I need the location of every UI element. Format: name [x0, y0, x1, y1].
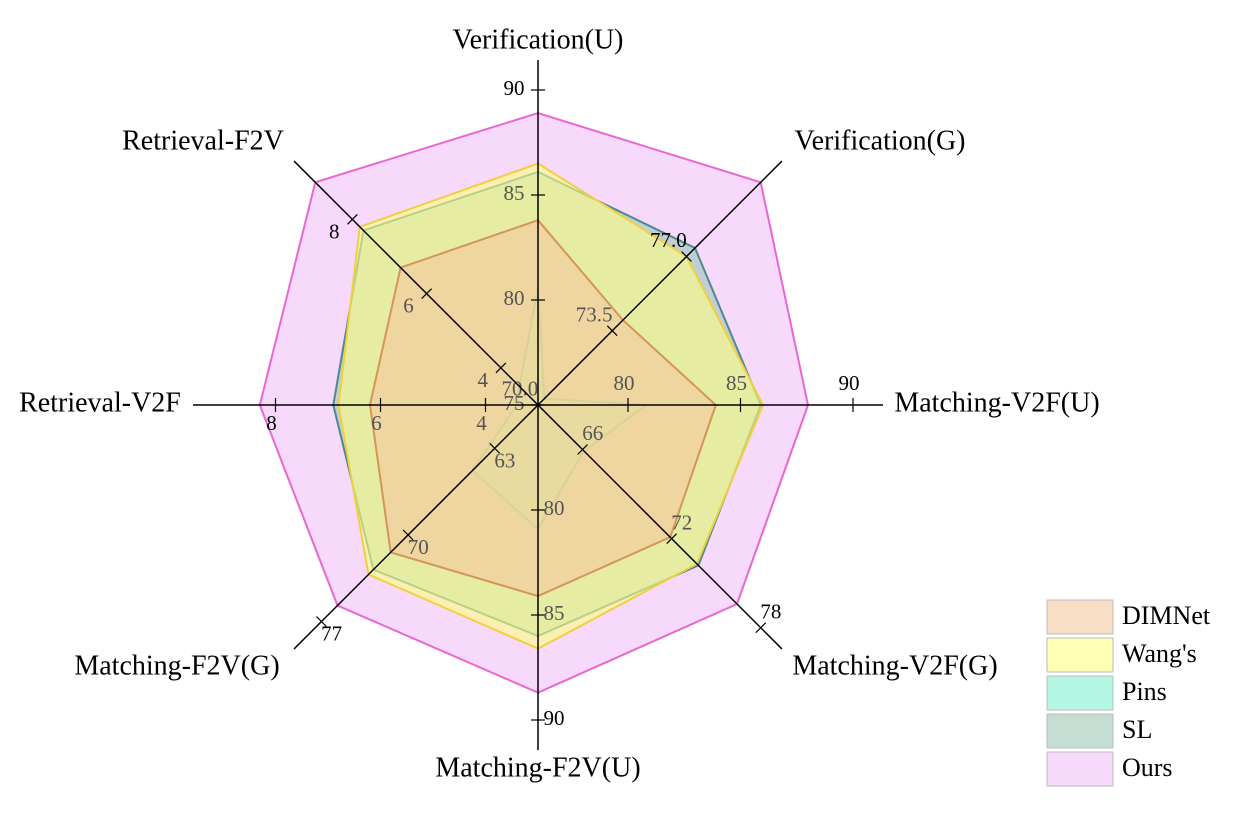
legend-label: DIMNet: [1122, 601, 1211, 630]
tick-label: 80: [504, 286, 525, 310]
tick-mark: [489, 442, 501, 454]
legend-label: Pins: [1122, 677, 1167, 706]
tick-mark: [347, 214, 358, 225]
tick-mark: [316, 616, 327, 627]
tick-mark: [421, 288, 433, 300]
tick-label: 70: [408, 535, 429, 559]
tick-mark: [495, 362, 507, 374]
axis-name: Verification(G): [794, 125, 965, 156]
axis-name: Retrieval-F2V: [122, 125, 284, 156]
tick-label: 73.5: [576, 302, 613, 326]
tick-label: 90: [839, 371, 860, 395]
legend-label: Ours: [1122, 753, 1173, 782]
tick-label: 66: [582, 421, 603, 445]
tick-label: 80: [544, 496, 565, 520]
legend-swatch: [1046, 751, 1114, 787]
axis-name: Matching-V2F(G): [792, 650, 997, 681]
tick-label: 4: [476, 411, 487, 435]
axis-line: [537, 160, 783, 406]
tick-label: 80: [614, 371, 635, 395]
tick-label: 75: [504, 391, 525, 415]
axis-line: [537, 404, 783, 650]
axis-line: [293, 160, 539, 406]
tick-label: 77.0: [650, 228, 687, 252]
tick-label: 70.0: [501, 377, 538, 401]
tick-mark: [681, 251, 692, 262]
tick-label: 85: [504, 181, 525, 205]
legend-label: SL: [1122, 715, 1152, 744]
axis-name: Matching-F2V(G): [74, 650, 279, 681]
tick-label: 90: [544, 706, 565, 730]
tick-label: 85: [726, 371, 747, 395]
legend-swatch: [1046, 675, 1114, 711]
legend-label: Wang's: [1122, 639, 1197, 668]
tick-mark: [606, 325, 618, 337]
tick-label: 78: [760, 599, 781, 623]
axis-name: Matching-V2F(U): [894, 387, 1099, 418]
tick-label: 6: [371, 411, 382, 435]
tick-label: 72: [671, 510, 692, 534]
tick-label: 85: [544, 601, 565, 625]
axis-name: Matching-F2V(U): [435, 752, 640, 783]
tick-mark: [577, 444, 588, 455]
tick-label: 90: [504, 76, 525, 100]
tick-mark: [755, 622, 767, 634]
tick-label: 63: [494, 448, 515, 472]
axis-name: Verification(U): [452, 24, 623, 55]
axis-name: Retrieval-V2F: [19, 387, 181, 418]
legend-swatch: [1046, 637, 1114, 673]
tick-label: 77: [321, 622, 342, 646]
legend-swatch: [1046, 713, 1114, 749]
tick-label: 4: [477, 368, 488, 392]
tick-label: 8: [266, 411, 277, 435]
axis-line: [293, 404, 539, 650]
tick-mark: [666, 533, 678, 545]
tick-mark: [402, 529, 414, 541]
tick-label: 6: [403, 294, 414, 318]
legend-swatch: [1046, 599, 1114, 635]
tick-label: 8: [329, 219, 340, 243]
